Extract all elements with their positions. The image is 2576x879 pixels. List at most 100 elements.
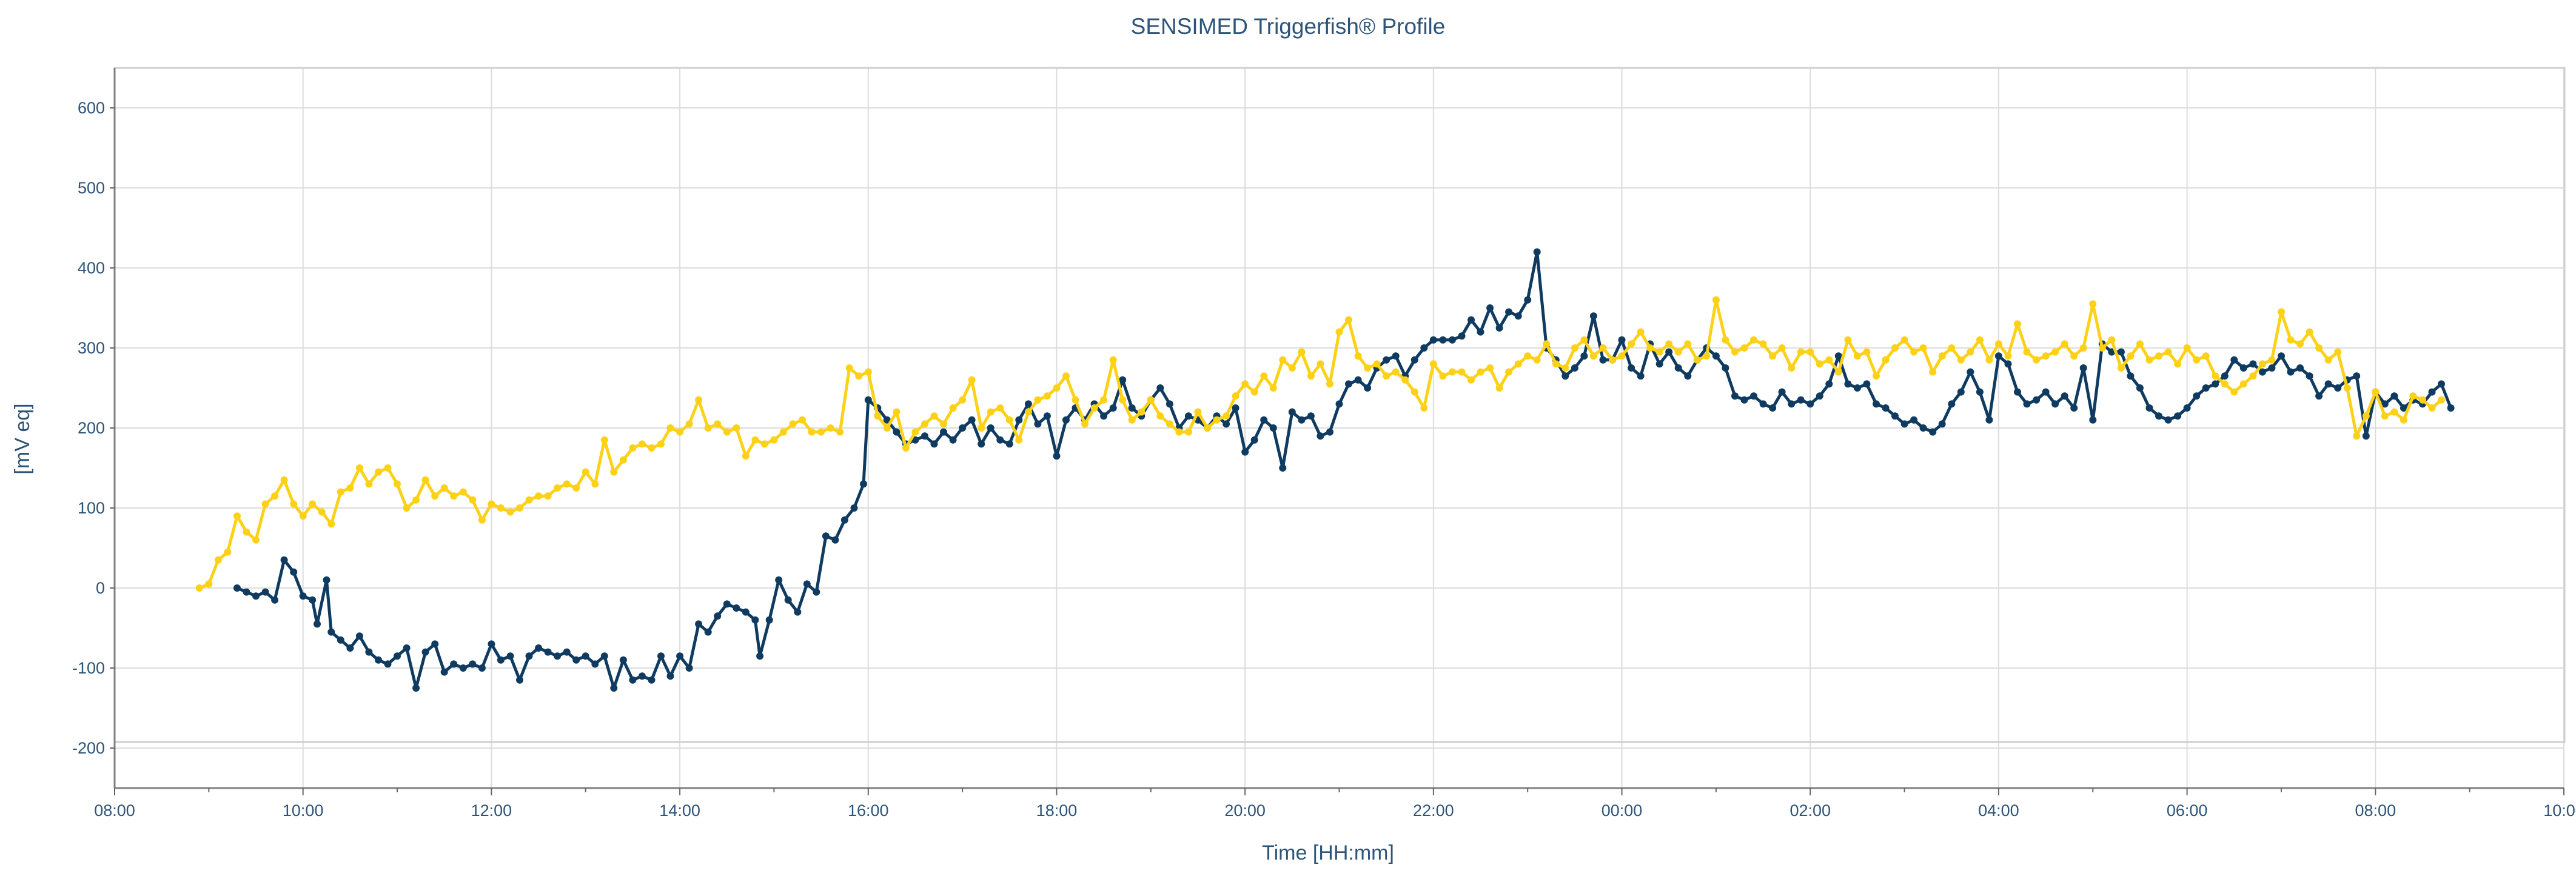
- data-point: [817, 428, 825, 436]
- data-point: [742, 452, 750, 460]
- x-tick-label: 16:00: [848, 801, 889, 820]
- data-point: [1128, 416, 1136, 424]
- data-point: [2089, 416, 2097, 424]
- data-point: [1166, 400, 1173, 408]
- data-point: [2202, 384, 2210, 392]
- x-tick-label: 22:00: [1413, 801, 1454, 820]
- data-point: [1138, 408, 1145, 416]
- data-point: [1467, 316, 1475, 324]
- data-point: [271, 596, 279, 604]
- data-point: [1929, 428, 1937, 436]
- data-point: [1156, 412, 1164, 420]
- data-point: [346, 644, 354, 652]
- data-point: [2381, 400, 2389, 408]
- data-point: [2164, 416, 2172, 424]
- x-tick-label: 10:00: [283, 801, 324, 820]
- data-point: [299, 512, 307, 520]
- data-point: [1062, 372, 1070, 380]
- x-axis-label: Time [HH:mm]: [1262, 841, 1394, 864]
- data-point: [2145, 404, 2153, 412]
- data-point: [1043, 392, 1051, 400]
- data-point: [1797, 396, 1805, 404]
- data-point: [1929, 368, 1937, 376]
- data-point: [2324, 356, 2332, 364]
- data-point: [2136, 384, 2144, 392]
- data-point: [375, 468, 382, 476]
- data-point: [384, 464, 392, 472]
- data-point: [431, 640, 439, 648]
- data-point: [516, 676, 523, 684]
- data-point: [2042, 388, 2050, 396]
- data-point: [2287, 336, 2295, 344]
- data-point: [1317, 432, 1324, 440]
- data-point: [751, 616, 759, 624]
- data-point: [657, 652, 665, 660]
- data-point: [1250, 436, 1258, 444]
- data-point: [2136, 340, 2144, 348]
- data-point: [2221, 372, 2229, 380]
- data-point: [2268, 364, 2276, 372]
- data-point: [2183, 404, 2191, 412]
- data-point: [346, 484, 354, 492]
- data-point: [403, 504, 411, 512]
- data-point: [803, 580, 811, 588]
- data-point: [2239, 364, 2247, 372]
- data-point: [1335, 400, 1343, 408]
- data-point: [2061, 392, 2068, 400]
- data-point: [1053, 452, 1061, 460]
- data-point: [949, 436, 957, 444]
- data-point: [968, 376, 976, 384]
- data-point: [2249, 372, 2257, 380]
- data-point: [1128, 404, 1136, 412]
- data-point: [1571, 364, 1578, 372]
- data-point: [243, 588, 250, 596]
- data-point: [1090, 404, 1098, 412]
- data-point: [2287, 368, 2295, 376]
- data-point: [572, 484, 580, 492]
- data-point: [1788, 400, 1796, 408]
- data-point: [827, 424, 834, 432]
- data-point: [1514, 360, 1522, 368]
- data-point: [1769, 404, 1777, 412]
- data-point: [921, 432, 928, 440]
- data-point: [488, 640, 495, 648]
- data-point: [1005, 440, 1013, 448]
- data-point: [384, 660, 392, 668]
- data-point: [765, 616, 773, 624]
- data-point: [1269, 384, 1277, 392]
- data-point: [1684, 372, 1692, 380]
- data-point: [1561, 372, 1569, 380]
- data-point: [2212, 372, 2219, 380]
- data-point: [2400, 416, 2407, 424]
- data-point: [784, 596, 792, 604]
- data-point: [1637, 372, 1645, 380]
- data-point: [394, 480, 401, 488]
- data-point: [2428, 388, 2436, 396]
- data-point: [1712, 352, 1720, 360]
- data-point: [1072, 396, 1079, 404]
- data-point: [1015, 416, 1023, 424]
- data-point: [1232, 404, 1239, 412]
- data-point: [243, 528, 250, 536]
- data-point: [1448, 336, 1456, 344]
- data-point: [1232, 392, 1239, 400]
- data-point: [1910, 416, 1918, 424]
- data-point: [563, 480, 571, 488]
- data-point: [2334, 384, 2342, 392]
- data-point: [987, 408, 995, 416]
- data-point: [2239, 380, 2247, 388]
- data-point: [893, 428, 901, 436]
- data-point: [619, 456, 627, 464]
- x-tick-label: 08:00: [2355, 801, 2397, 820]
- data-point: [808, 428, 816, 436]
- data-point: [525, 652, 533, 660]
- y-axis: 600 500 400 300 200 100 0 -100 -200: [72, 68, 116, 788]
- data-point: [1467, 376, 1475, 384]
- data-point: [2258, 360, 2266, 368]
- data-point: [1825, 380, 1833, 388]
- data-point: [1967, 368, 1974, 376]
- data-point: [337, 488, 344, 496]
- data-point: [1401, 376, 1409, 384]
- data-point: [478, 664, 486, 672]
- data-point: [1081, 420, 1089, 428]
